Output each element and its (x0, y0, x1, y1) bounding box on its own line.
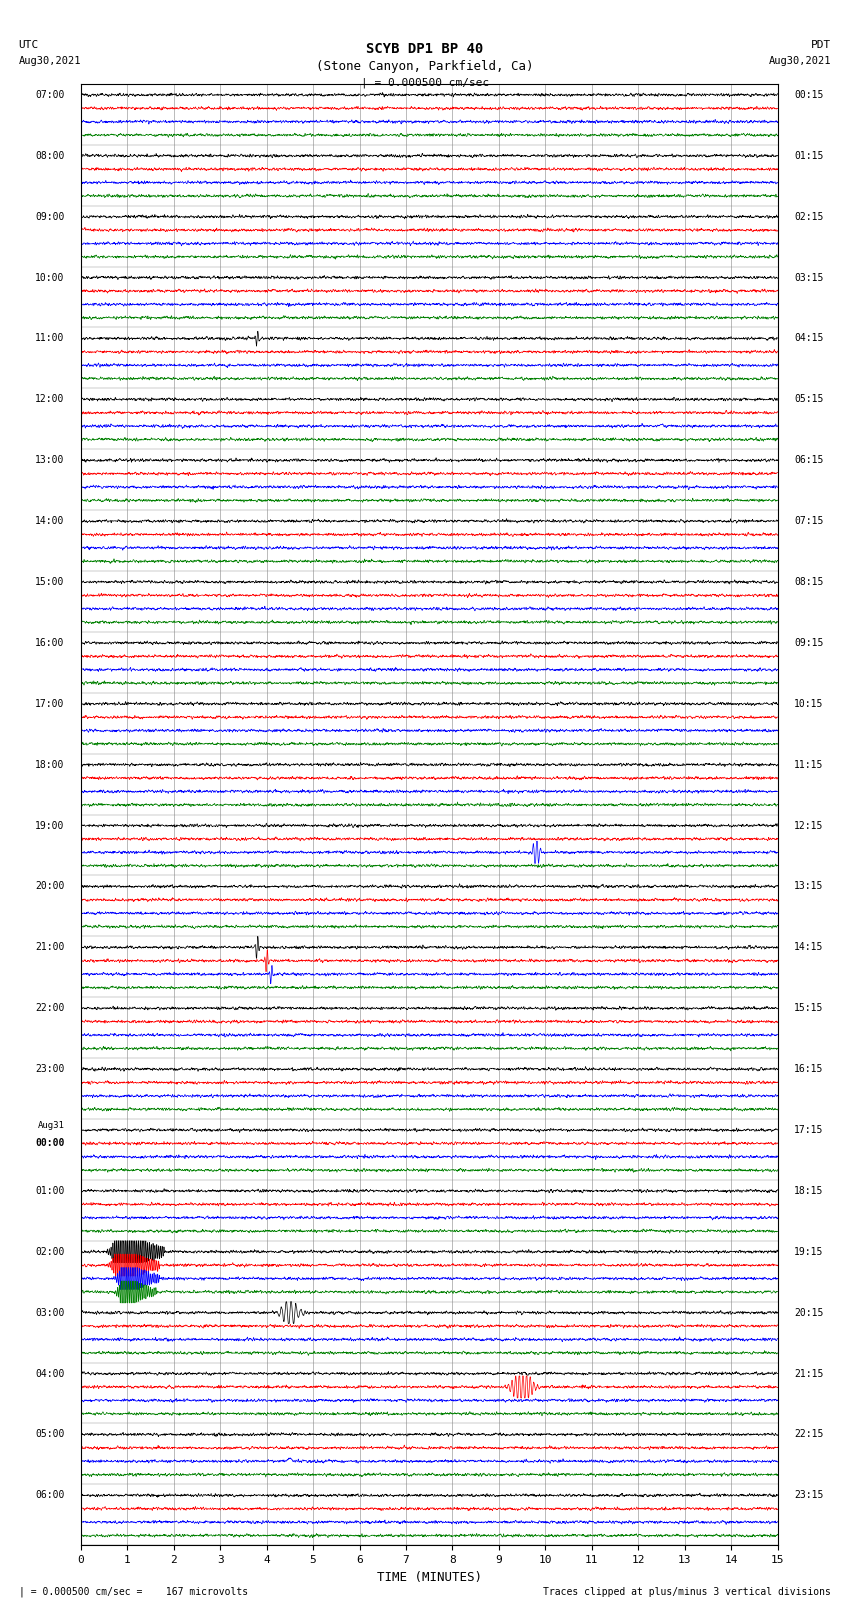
Text: Aug31: Aug31 (37, 1121, 65, 1129)
Text: | = 0.000500 cm/sec =    167 microvolts: | = 0.000500 cm/sec = 167 microvolts (19, 1586, 248, 1597)
Text: 02:15: 02:15 (794, 211, 824, 221)
Text: 15:15: 15:15 (794, 1003, 824, 1013)
Text: 23:00: 23:00 (35, 1065, 65, 1074)
Text: 20:00: 20:00 (35, 881, 65, 892)
Text: 06:00: 06:00 (35, 1490, 65, 1500)
Text: 13:00: 13:00 (35, 455, 65, 465)
Text: 11:15: 11:15 (794, 760, 824, 769)
Text: 18:15: 18:15 (794, 1186, 824, 1195)
Text: 00:00: 00:00 (35, 1139, 65, 1148)
Text: 01:15: 01:15 (794, 150, 824, 161)
Text: 12:15: 12:15 (794, 821, 824, 831)
Text: 10:15: 10:15 (794, 698, 824, 708)
Text: 11:00: 11:00 (35, 334, 65, 344)
Text: 05:15: 05:15 (794, 394, 824, 405)
Text: 21:15: 21:15 (794, 1368, 824, 1379)
Text: 16:00: 16:00 (35, 637, 65, 648)
Text: 18:00: 18:00 (35, 760, 65, 769)
Text: 10:00: 10:00 (35, 273, 65, 282)
Text: 23:15: 23:15 (794, 1490, 824, 1500)
Text: 08:15: 08:15 (794, 577, 824, 587)
Text: 14:15: 14:15 (794, 942, 824, 952)
Text: 22:15: 22:15 (794, 1429, 824, 1439)
Text: 00:15: 00:15 (794, 90, 824, 100)
Text: UTC: UTC (19, 40, 39, 50)
Text: PDT: PDT (811, 40, 831, 50)
Text: 15:00: 15:00 (35, 577, 65, 587)
Text: 06:15: 06:15 (794, 455, 824, 465)
Text: 13:15: 13:15 (794, 881, 824, 892)
Text: 17:00: 17:00 (35, 698, 65, 708)
Text: 20:15: 20:15 (794, 1308, 824, 1318)
Text: 19:15: 19:15 (794, 1247, 824, 1257)
Text: 22:00: 22:00 (35, 1003, 65, 1013)
Text: 21:00: 21:00 (35, 942, 65, 952)
Text: 01:00: 01:00 (35, 1186, 65, 1195)
Text: 02:00: 02:00 (35, 1247, 65, 1257)
X-axis label: TIME (MINUTES): TIME (MINUTES) (377, 1571, 482, 1584)
Text: 07:00: 07:00 (35, 90, 65, 100)
Text: 14:00: 14:00 (35, 516, 65, 526)
Text: 12:00: 12:00 (35, 394, 65, 405)
Text: 19:00: 19:00 (35, 821, 65, 831)
Text: | = 0.000500 cm/sec: | = 0.000500 cm/sec (361, 77, 489, 89)
Text: 03:15: 03:15 (794, 273, 824, 282)
Text: 05:00: 05:00 (35, 1429, 65, 1439)
Text: SCYB DP1 BP 40: SCYB DP1 BP 40 (366, 42, 484, 56)
Text: 04:00: 04:00 (35, 1368, 65, 1379)
Text: 04:15: 04:15 (794, 334, 824, 344)
Text: 09:00: 09:00 (35, 211, 65, 221)
Text: 17:15: 17:15 (794, 1124, 824, 1136)
Text: Aug30,2021: Aug30,2021 (768, 56, 831, 66)
Text: 16:15: 16:15 (794, 1065, 824, 1074)
Text: 08:00: 08:00 (35, 150, 65, 161)
Text: 07:15: 07:15 (794, 516, 824, 526)
Text: (Stone Canyon, Parkfield, Ca): (Stone Canyon, Parkfield, Ca) (316, 60, 534, 73)
Text: Aug30,2021: Aug30,2021 (19, 56, 82, 66)
Text: 09:15: 09:15 (794, 637, 824, 648)
Text: Traces clipped at plus/minus 3 vertical divisions: Traces clipped at plus/minus 3 vertical … (543, 1587, 831, 1597)
Text: 03:00: 03:00 (35, 1308, 65, 1318)
